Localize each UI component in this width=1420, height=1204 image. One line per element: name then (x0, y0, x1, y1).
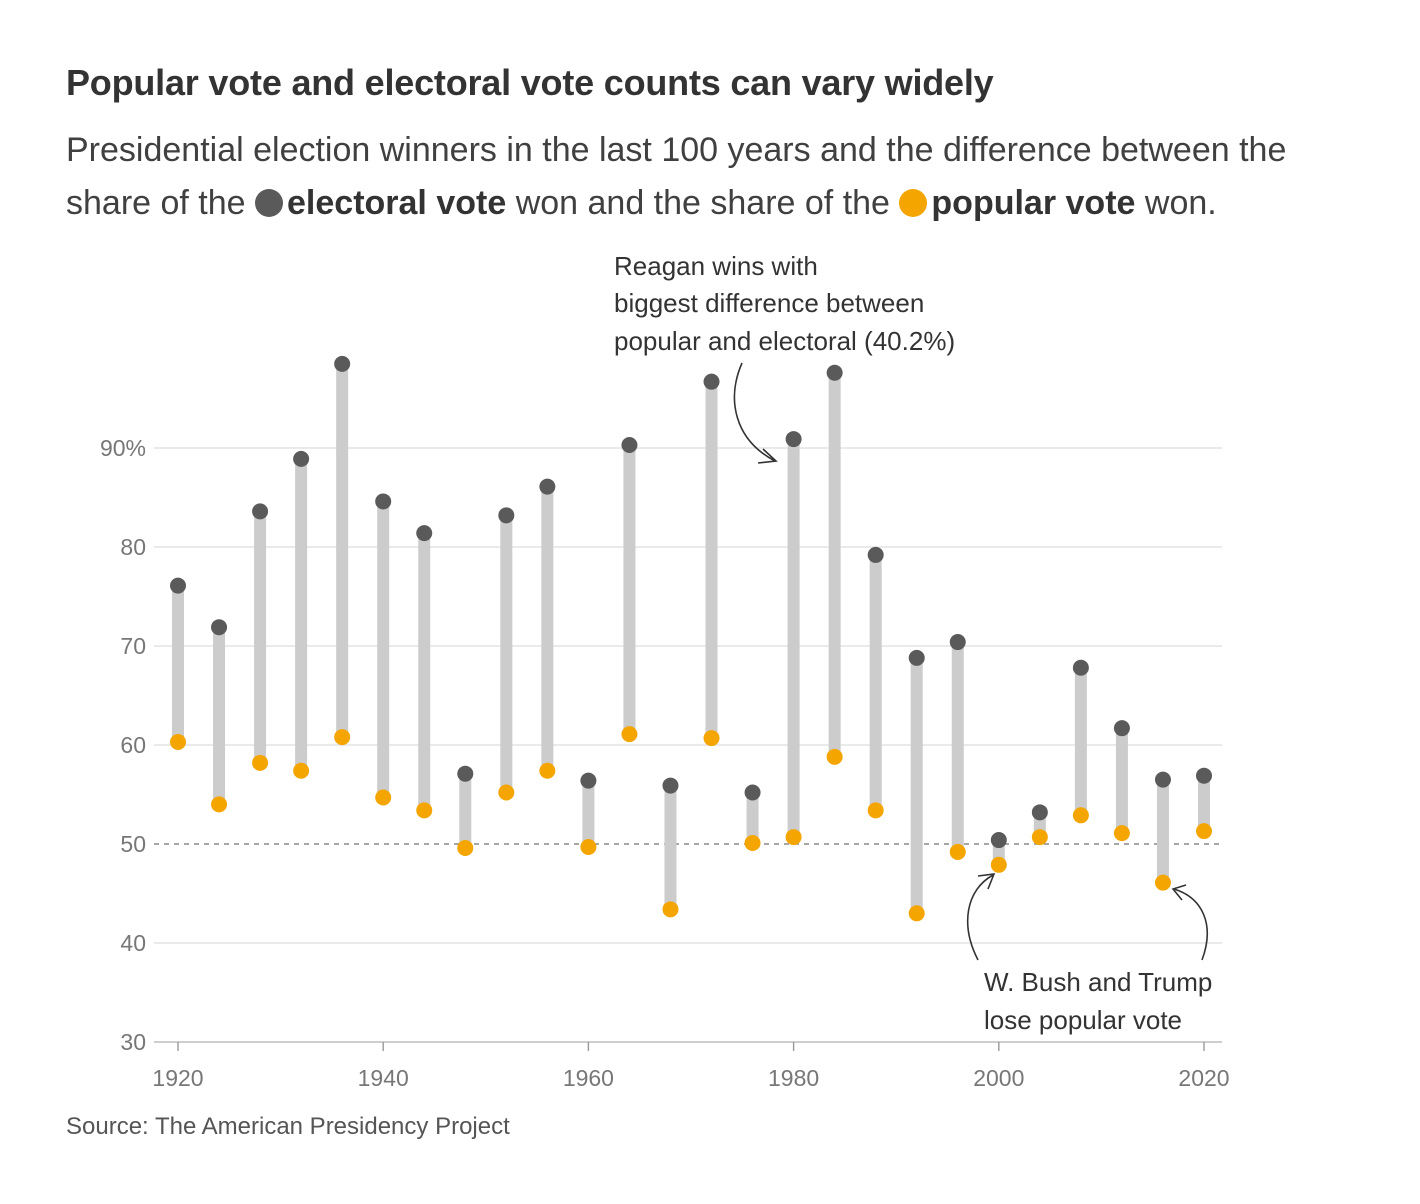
y-tick-label-50: 50 (120, 831, 146, 857)
x-tick-label-1940: 1940 (358, 1065, 409, 1091)
y-tick-label-40: 40 (120, 930, 146, 956)
chart-title: Popular vote and electoral vote counts c… (66, 62, 994, 103)
electoral-point-1980 (785, 431, 802, 448)
popular-legend-label: popular vote (931, 184, 1136, 222)
electoral-point-1920 (170, 577, 186, 594)
bush-trump-annotation-line-1: W. Bush and Trump (984, 967, 1212, 997)
electoral-point-1976 (744, 784, 761, 801)
x-tick-label-2020: 2020 (1178, 1065, 1229, 1091)
subtitle-text-2: won and the share of the (515, 184, 890, 222)
electoral-point-1944 (416, 525, 433, 542)
electoral-point-1996 (949, 634, 966, 651)
popular-point-2000 (990, 856, 1007, 873)
popular-point-1960 (580, 838, 597, 855)
x-tick-label-2000: 2000 (973, 1065, 1024, 1091)
popular-point-1952 (498, 784, 515, 801)
y-tick-label-30: 30 (120, 1029, 146, 1055)
y-tick-label-90: 90% (100, 435, 146, 461)
reagan-annotation: Reagan wins with biggest difference betw… (614, 251, 955, 464)
electoral-point-1960 (580, 772, 597, 789)
popular-legend-dot (899, 189, 928, 217)
subtitle-text-1: Presidential election winners in the las… (66, 131, 1287, 222)
electoral-point-1988 (867, 546, 884, 563)
electoral-point-2020 (1196, 767, 1212, 784)
popular-point-1920 (170, 734, 186, 751)
popular-point-1972 (703, 730, 720, 747)
popular-point-1944 (416, 802, 433, 819)
subtitle-text-3: won. (1144, 184, 1217, 222)
electoral-point-1936 (334, 355, 351, 372)
electoral-point-1964 (621, 437, 638, 454)
electoral-point-1928 (252, 503, 269, 520)
popular-point-1936 (334, 729, 351, 746)
popular-point-1988 (867, 802, 884, 819)
popular-point-1956 (539, 762, 556, 779)
electoral-point-2016 (1154, 771, 1171, 788)
trump-annotation-arrow (1173, 888, 1208, 961)
reagan-annotation-arrow (733, 362, 776, 462)
electoral-point-2004 (1031, 804, 1048, 821)
y-tick-label-70: 70 (120, 633, 146, 659)
chart-subtitle: Presidential election winners in the las… (66, 124, 1376, 230)
reagan-annotation-line-3: popular and electoral (40.2%) (614, 326, 955, 356)
popular-point-2016 (1154, 874, 1171, 891)
electoral-point-1924 (211, 619, 228, 636)
popular-point-2020 (1196, 823, 1212, 840)
electoral-point-1932 (293, 450, 310, 467)
popular-point-1948 (457, 839, 474, 856)
electoral-point-1984 (826, 364, 843, 381)
electoral-point-1972 (703, 373, 720, 390)
y-axis-ticks: 30 40 50 60 70 80 90% (100, 435, 146, 1055)
reagan-annotation-line-1: Reagan wins with (614, 251, 818, 281)
electoral-point-1940 (375, 493, 392, 510)
gridlines (154, 447, 1222, 1043)
electoral-point-2000 (990, 832, 1007, 849)
popular-point-1924 (211, 796, 228, 813)
popular-point-1968 (662, 901, 679, 918)
popular-point-1976 (744, 835, 761, 852)
popular-point-1992 (908, 905, 925, 922)
popular-point-1980 (785, 829, 802, 846)
bush-trump-annotation: W. Bush and Trump lose popular vote (966, 873, 1212, 1035)
electoral-point-2008 (1072, 659, 1089, 676)
chart-marks (170, 355, 1212, 922)
popular-point-1940 (375, 789, 392, 806)
y-tick-label-60: 60 (120, 732, 146, 758)
popular-point-2004 (1031, 829, 1048, 846)
reagan-annotation-line-2: biggest difference between (614, 288, 924, 318)
popular-point-1964 (621, 726, 638, 743)
bush-arrow-head (977, 873, 996, 890)
electoral-legend-label: electoral vote (287, 184, 507, 222)
reagan-arrow-head (757, 448, 778, 464)
popular-point-1996 (949, 843, 966, 860)
source-note: Source: The American Presidency Project (66, 1113, 510, 1140)
electoral-point-1956 (539, 478, 556, 495)
popular-point-2008 (1072, 807, 1089, 824)
electoral-legend-dot (255, 189, 284, 217)
x-tick-label-1980: 1980 (768, 1065, 819, 1091)
popular-point-1932 (293, 762, 310, 779)
electoral-point-1952 (498, 507, 515, 524)
electoral-point-1948 (457, 765, 474, 782)
electoral-point-1992 (908, 649, 925, 666)
x-tick-label-1960: 1960 (563, 1065, 614, 1091)
x-tick-label-1920: 1920 (152, 1065, 203, 1091)
bush-trump-annotation-line-2: lose popular vote (984, 1005, 1182, 1035)
bush-annotation-arrow (966, 874, 994, 961)
popular-point-1928 (252, 754, 269, 771)
y-tick-label-80: 80 (120, 534, 146, 560)
popular-point-1984 (826, 748, 843, 765)
electoral-point-2012 (1113, 720, 1130, 737)
popular-point-2012 (1113, 825, 1130, 842)
electoral-point-1968 (662, 777, 679, 794)
x-axis-ticks: 1920 1940 1960 1980 2000 2020 (152, 1042, 1230, 1091)
trump-arrow-head (1171, 884, 1187, 901)
